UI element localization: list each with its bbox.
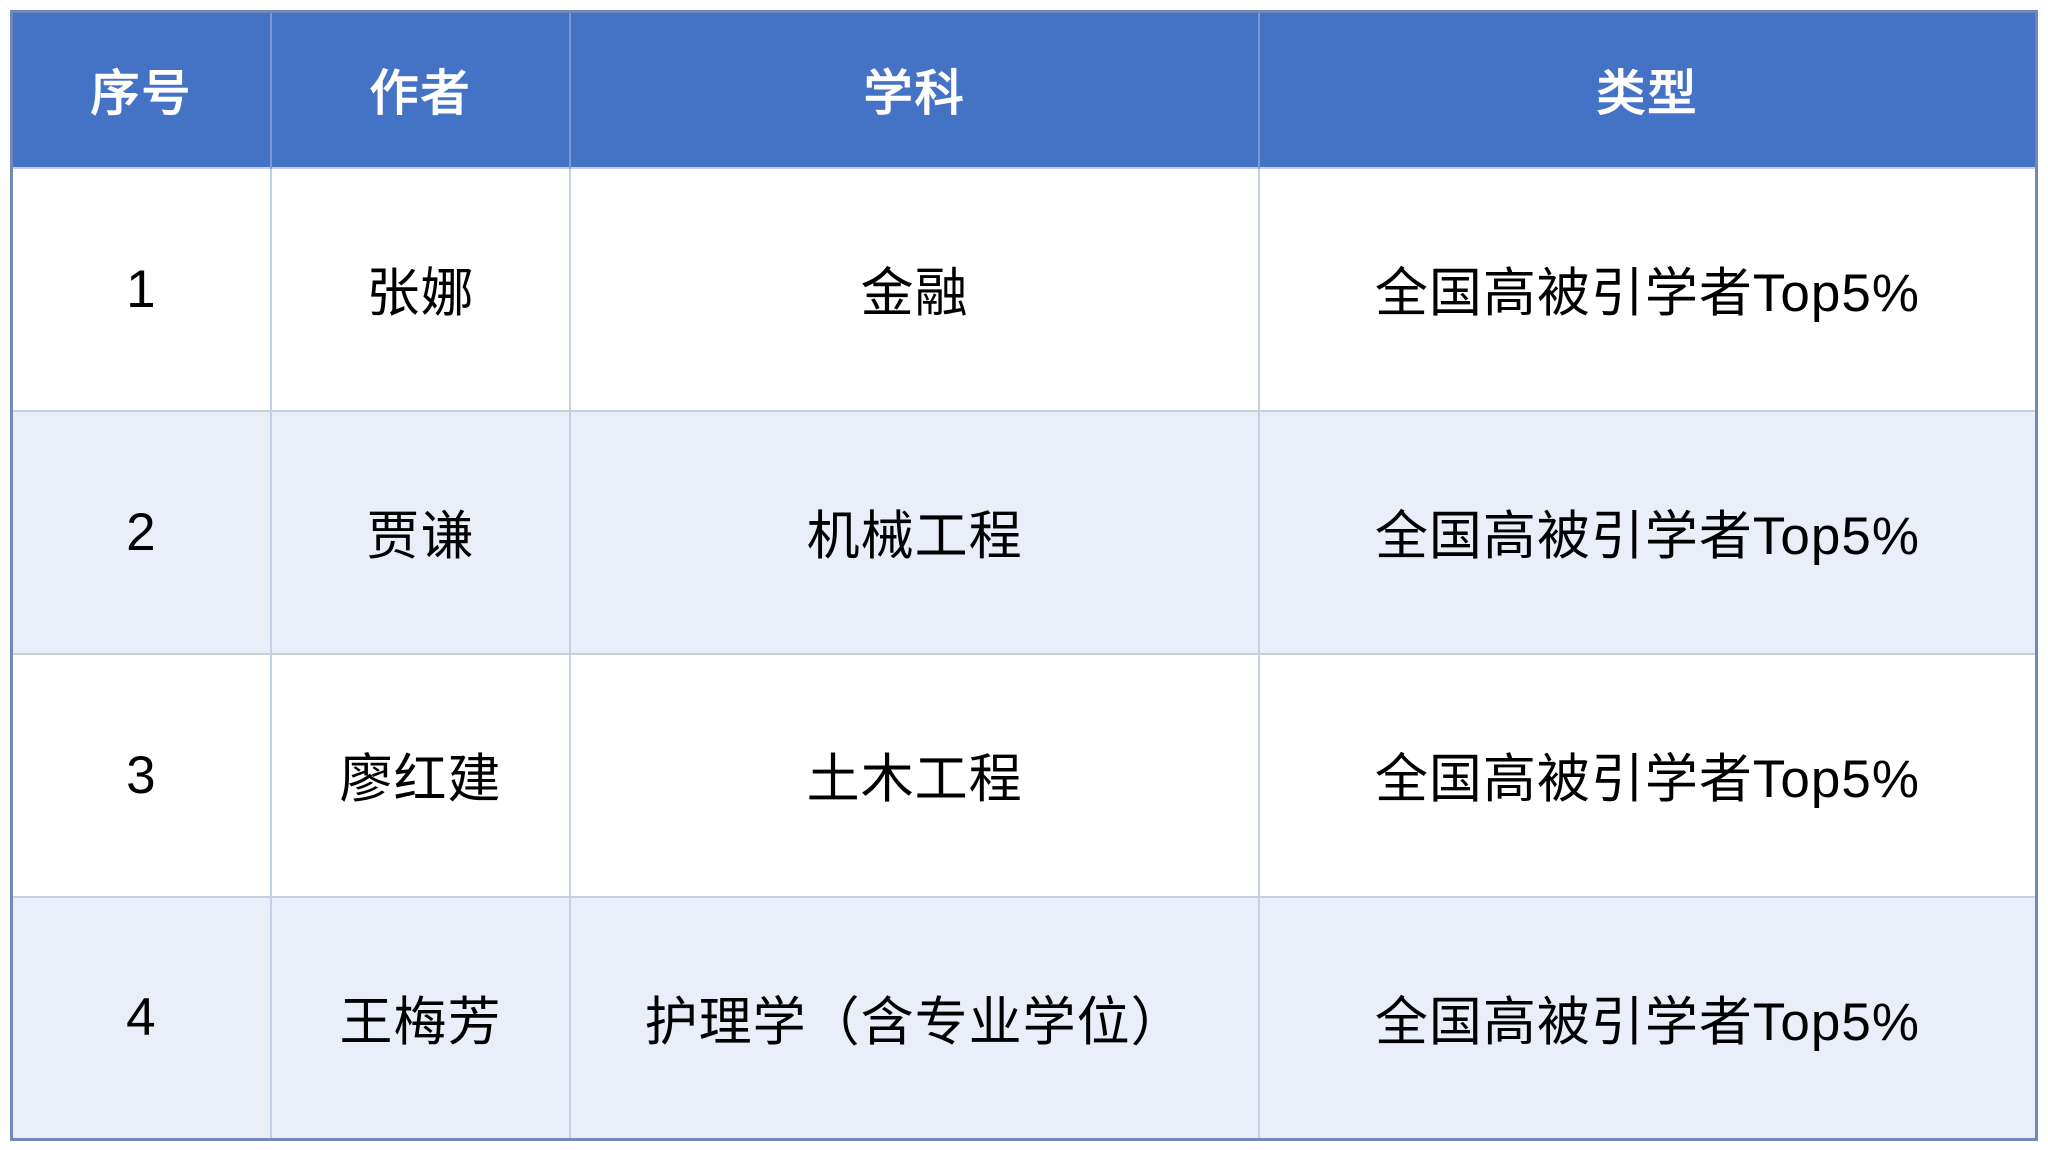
header-cell-no: 序号 (11, 11, 272, 168)
header-cell-author: 作者 (269, 11, 572, 168)
cell-type: 全国高被引学者Top5% (1257, 166, 2037, 412)
cell-no: 4 (11, 895, 272, 1141)
cell-no: 3 (11, 652, 272, 898)
cell-no: 2 (11, 409, 272, 655)
cell-subject: 土木工程 (569, 652, 1260, 898)
table-row: 4 王梅芳 护理学（含专业学位） 全国高被引学者Top5% (11, 895, 2037, 1141)
table-body: 1 张娜 金融 全国高被引学者Top5% 2 贾谦 机械工程 全国高被引学者To… (11, 166, 2037, 1141)
header-row: 序号 作者 学科 类型 (11, 11, 2037, 168)
header-cell-type: 类型 (1257, 11, 2037, 168)
cell-author: 王梅芳 (269, 895, 572, 1141)
header-cell-subject: 学科 (569, 11, 1260, 168)
cell-type: 全国高被引学者Top5% (1257, 895, 2037, 1141)
cell-type: 全国高被引学者Top5% (1257, 409, 2037, 655)
cell-subject: 金融 (569, 166, 1260, 412)
table-row: 3 廖红建 土木工程 全国高被引学者Top5% (11, 652, 2037, 898)
scholars-table: 序号 作者 学科 类型 1 张娜 金融 全国高被引学者Top5% 2 贾谦 机械… (10, 10, 2038, 1141)
cell-type: 全国高被引学者Top5% (1257, 652, 2037, 898)
cell-no: 1 (11, 166, 272, 412)
cell-author: 张娜 (269, 166, 572, 412)
table-header: 序号 作者 学科 类型 (11, 11, 2037, 168)
cell-subject: 护理学（含专业学位） (569, 895, 1260, 1141)
cell-subject: 机械工程 (569, 409, 1260, 655)
table-row: 1 张娜 金融 全国高被引学者Top5% (11, 166, 2037, 412)
table-row: 2 贾谦 机械工程 全国高被引学者Top5% (11, 409, 2037, 655)
cell-author: 贾谦 (269, 409, 572, 655)
cell-author: 廖红建 (269, 652, 572, 898)
